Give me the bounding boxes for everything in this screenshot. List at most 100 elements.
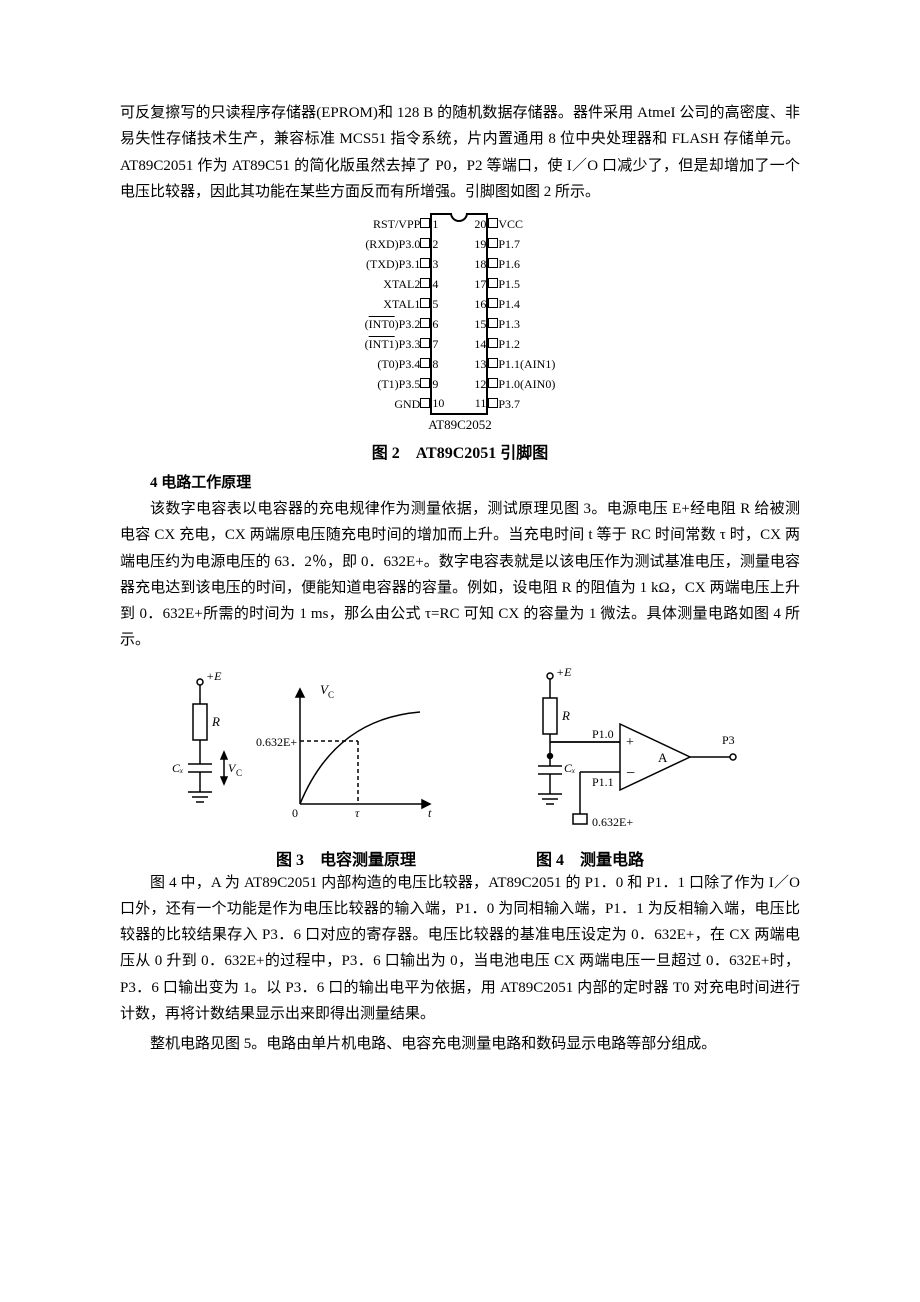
- pin-row: (INT1)P3.3714P1.2: [365, 334, 556, 354]
- pin-row: (INT0)P3.2 6 15 P1.3: [365, 314, 556, 334]
- chip-center: [449, 314, 469, 334]
- para-comparator-desc: 图 4 中，A 为 AT89C2051 内部构造的电压比较器，AT89C2051…: [120, 870, 800, 1028]
- fig3-R: R: [211, 714, 220, 729]
- pin-right-label: P1.1(AIN1): [498, 354, 555, 374]
- pin-left-label: XTAL1: [365, 294, 421, 314]
- pin-row: XTAL2417P1.5: [365, 274, 556, 294]
- pin-left-label: (T1)P3.5: [365, 374, 421, 394]
- pin-pad-left: [420, 374, 431, 394]
- pin-pad-left: [420, 254, 431, 274]
- para-eprom-intro: 可反复擦写的只读程序存储器(EPROM)和 128 B 的随机数据存储器。器件采…: [120, 100, 800, 205]
- pin-right-label: VCC: [498, 214, 555, 234]
- pin-pad-left: [420, 234, 431, 254]
- chip-center: [449, 334, 469, 354]
- pin-row: (TXD)P3.1 3 18 P1.6: [365, 254, 556, 274]
- pin-pad-right: [487, 314, 498, 334]
- figures-3-4-row: +E R Cₓ V C V C 0.632E+ 0 τ: [120, 664, 800, 834]
- pin-pad-right: [487, 294, 498, 314]
- figure-3: +E R Cₓ V C V C 0.632E+ 0 τ: [170, 664, 440, 834]
- pin-right-label: P1.6: [498, 254, 555, 274]
- fig3-threshold: 0.632E+: [256, 735, 297, 749]
- chip-center: [449, 214, 469, 234]
- pin-right-label: P1.7: [498, 234, 555, 254]
- fig4-P11: P1.1: [592, 775, 614, 789]
- pin-num-right: 14: [469, 334, 487, 354]
- pin-pad-right: [487, 254, 498, 274]
- pin-pad-left: [420, 314, 431, 334]
- fig4-svg: + − +E R Cₓ P1.0 P1.1 A P3 0.632E+: [500, 664, 750, 834]
- chip-center: [449, 394, 469, 414]
- pin-left-label: (INT1)P3.3: [365, 334, 421, 354]
- pin-pad-right: [487, 334, 498, 354]
- pin-pad-left: [420, 294, 431, 314]
- pin-num-left: 5: [431, 294, 449, 314]
- fig4-caption: 图 4 测量电路: [536, 846, 644, 870]
- pin-num-right: 15: [469, 314, 487, 334]
- pin-num-right: 19: [469, 234, 487, 254]
- pin-pad-right: [487, 394, 498, 414]
- fig4-threshold: 0.632E+: [592, 815, 633, 829]
- pin-num-left: 8: [431, 354, 449, 374]
- pin-num-right: 13: [469, 354, 487, 374]
- pin-pad-right: [487, 274, 498, 294]
- pin-pad-left: [420, 214, 431, 234]
- pin-pad-right: [487, 214, 498, 234]
- chip-center: [449, 354, 469, 374]
- pin-num-left: 7: [431, 334, 449, 354]
- pin-num-right: 11: [469, 394, 487, 414]
- pin-num-left: 1: [431, 214, 449, 234]
- chip-center: [449, 294, 469, 314]
- figs-34-captions: 图 3 电容测量原理 图 4 测量电路: [120, 840, 800, 870]
- fig3-E: +E: [206, 669, 222, 683]
- pin-num-left: 2: [431, 234, 449, 254]
- pin-num-right: 16: [469, 294, 487, 314]
- svg-text:+: +: [626, 735, 634, 750]
- pin-left-label: XTAL2: [365, 274, 421, 294]
- fig4-Cx: Cₓ: [564, 761, 575, 775]
- pin-pad-right: [487, 354, 498, 374]
- figure-2-pinout: RST/VPP120VCC(RXD)P3.0219P1.7(TXD)P3.131…: [120, 213, 800, 463]
- pin-row: (T0)P3.4813P1.1(AIN1): [365, 354, 556, 374]
- para-full-circuit: 整机电路见图 5。电路由单片机电路、电容充电测量电路和数码显示电路等部分组成。: [120, 1031, 800, 1057]
- chip-name-label: AT89C2052: [428, 417, 492, 433]
- pin-left-label: (RXD)P3.0: [365, 234, 421, 254]
- pin-pad-right: [487, 374, 498, 394]
- pin-left-label: (TXD)P3.1: [365, 254, 421, 274]
- para-principle: 该数字电容表以电容器的充电规律作为测量依据，测试原理见图 3。电源电压 E+经电…: [120, 496, 800, 654]
- svg-text:−: −: [626, 765, 635, 782]
- pin-right-label: P3.7: [498, 394, 555, 414]
- pin-num-right: 17: [469, 274, 487, 294]
- pin-pad-left: [420, 334, 431, 354]
- fig4-R: R: [561, 708, 570, 723]
- fig3-caption: 图 3 电容测量原理: [276, 846, 416, 870]
- pin-num-left: 10: [431, 394, 449, 414]
- pin-right-label: P1.4: [498, 294, 555, 314]
- pin-num-left: 9: [431, 374, 449, 394]
- pin-row: RST/VPP120VCC: [365, 214, 556, 234]
- pin-table: RST/VPP120VCC(RXD)P3.0219P1.7(TXD)P3.131…: [365, 213, 556, 415]
- fig4-P10: P1.0: [592, 727, 614, 741]
- pin-pad-left: [420, 394, 431, 414]
- pin-num-left: 6: [431, 314, 449, 334]
- svg-text:C: C: [236, 768, 242, 778]
- chip-center: [449, 234, 469, 254]
- pin-num-right: 18: [469, 254, 487, 274]
- fig3-zero: 0: [292, 806, 298, 820]
- fig4-P3: P3: [722, 733, 735, 747]
- pin-left-label: RST/VPP: [365, 214, 421, 234]
- pin-right-label: P1.3: [498, 314, 555, 334]
- pin-pad-right: [487, 234, 498, 254]
- fig4-E: +E: [556, 665, 572, 679]
- fig3-Cx: Cₓ: [172, 761, 183, 775]
- pin-pad-left: [420, 274, 431, 294]
- chip-center: [449, 254, 469, 274]
- pin-left-label: (INT0)P3.2: [365, 314, 421, 334]
- pin-pad-left: [420, 354, 431, 374]
- chip-center: [449, 274, 469, 294]
- pin-left-label: GND: [365, 394, 421, 414]
- svg-text:C: C: [328, 690, 334, 700]
- fig3-svg: +E R Cₓ V C V C 0.632E+ 0 τ: [170, 664, 440, 834]
- fig4-A: A: [658, 750, 668, 765]
- pin-num-left: 3: [431, 254, 449, 274]
- fig3-t: t: [428, 806, 432, 820]
